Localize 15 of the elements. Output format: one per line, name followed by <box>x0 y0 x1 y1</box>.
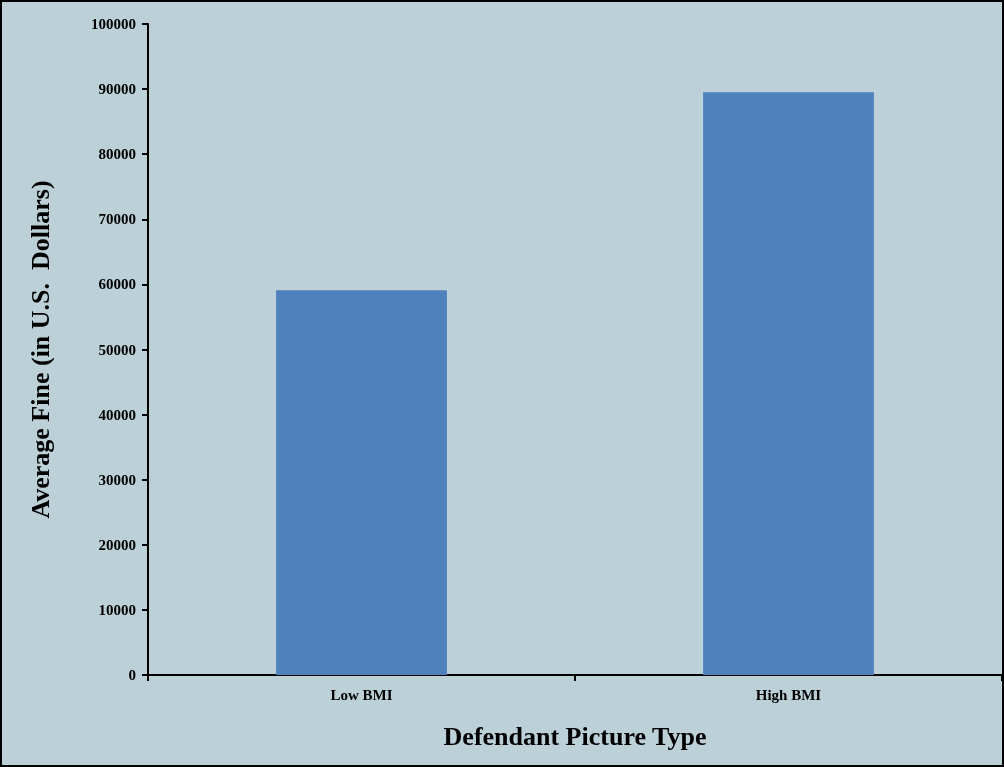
y-tick-label: 50000 <box>98 341 136 358</box>
y-tick-label: 0 <box>128 667 136 683</box>
y-axis-title: Average Fine (in U.S. Dollars) <box>25 180 55 519</box>
y-tick-label: 30000 <box>98 471 136 488</box>
y-tick-label: 70000 <box>98 211 136 228</box>
x-axis-title: Defendant Picture Type <box>443 721 707 751</box>
y-tick-label: 100000 <box>91 16 136 32</box>
y-tick-label: 60000 <box>98 276 136 293</box>
y-tick-label: 10000 <box>98 601 136 618</box>
x-tick-label: Low BMI <box>330 686 393 703</box>
y-tick-label: 40000 <box>98 406 136 423</box>
y-tick-label: 80000 <box>98 146 136 163</box>
x-tick-label: High BMI <box>755 686 822 703</box>
y-tick-label: 20000 <box>98 536 136 553</box>
y-tick-label: 90000 <box>98 81 136 98</box>
